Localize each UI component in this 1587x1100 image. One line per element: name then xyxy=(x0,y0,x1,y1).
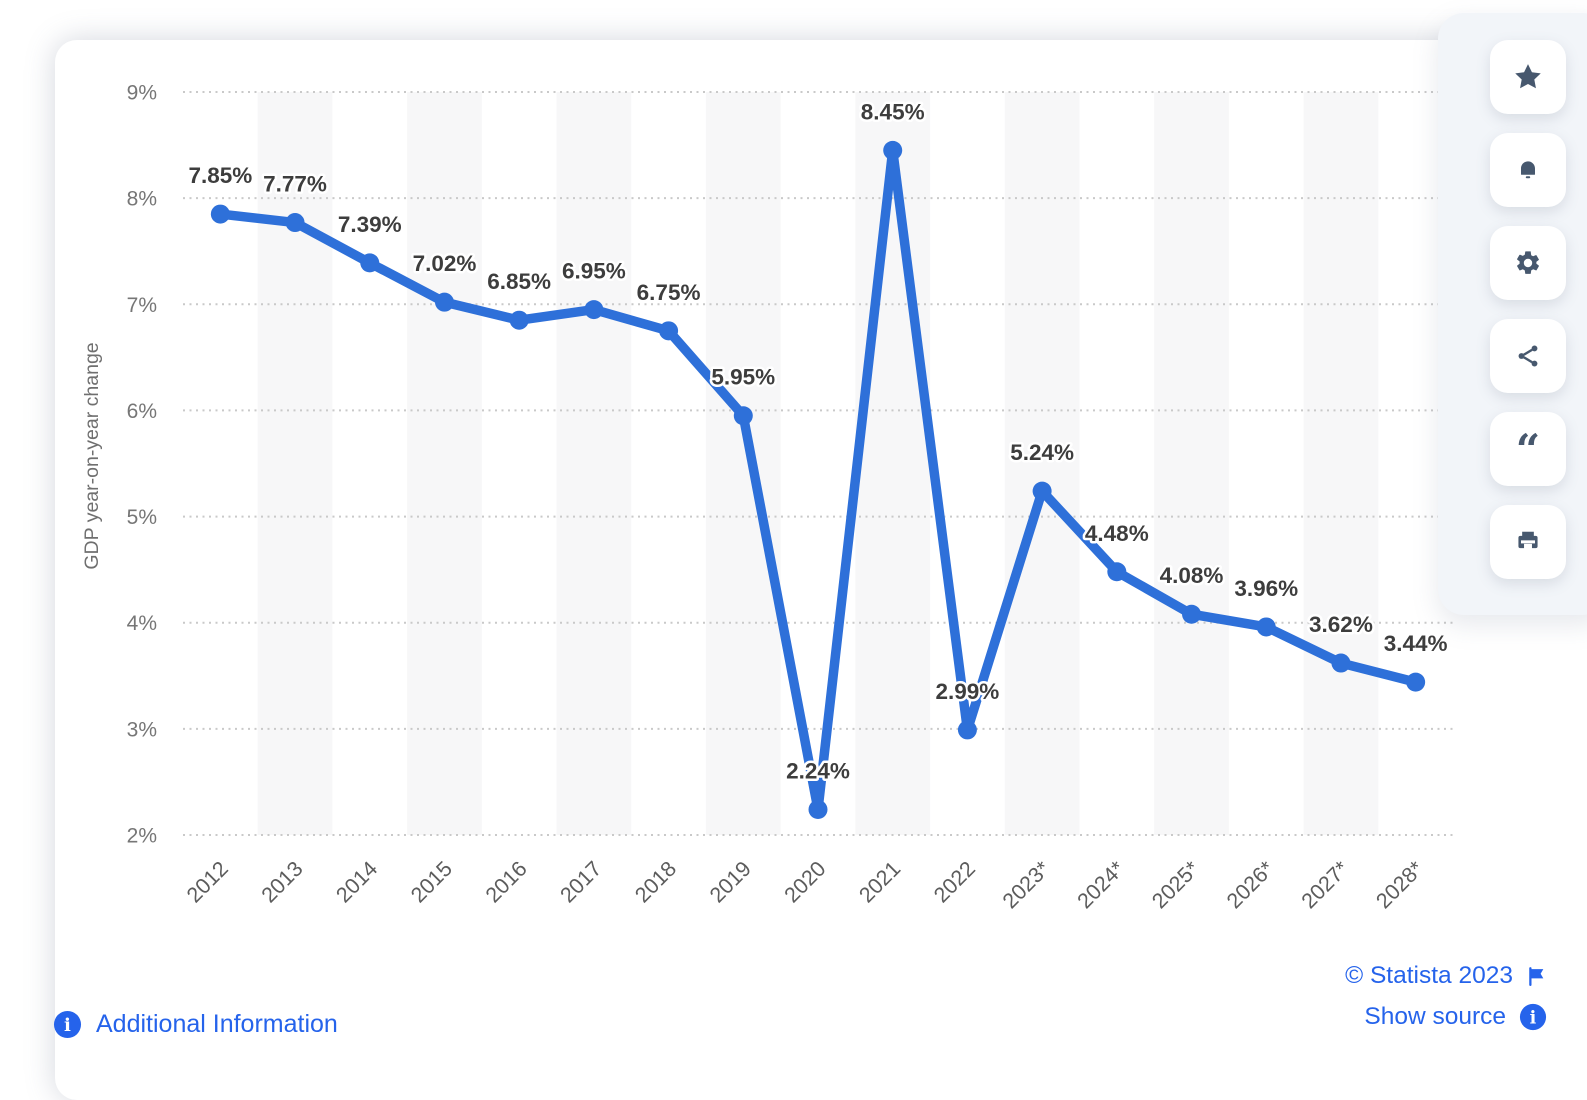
copyright-label[interactable]: © Statista 2023 xyxy=(1345,962,1513,989)
statista-copyright: © Statista 2023 xyxy=(1345,962,1547,990)
column-band-2015 xyxy=(407,92,482,835)
footer-right: © Statista 2023 Show source i xyxy=(1345,962,1547,1031)
x-tick-label-2024*: 2024* xyxy=(1073,856,1130,913)
y-tick-label-6pct: 6% xyxy=(127,400,157,423)
column-band-2017 xyxy=(556,92,632,835)
x-tick-label-2014: 2014 xyxy=(331,857,382,908)
data-point-2017[interactable] xyxy=(584,300,604,320)
data-point-2021[interactable] xyxy=(883,140,903,160)
data-label-2015: 7.02% xyxy=(413,251,477,276)
data-point-2026*[interactable] xyxy=(1256,617,1276,637)
x-tick-label-2020: 2020 xyxy=(780,857,831,908)
x-tick-label-2015: 2015 xyxy=(406,857,457,908)
data-label-2014: 7.39% xyxy=(338,212,402,237)
x-tick-label-2016: 2016 xyxy=(481,857,532,908)
data-point-2022[interactable] xyxy=(957,720,977,740)
column-band-2019 xyxy=(705,92,781,835)
gear-icon xyxy=(1517,251,1539,274)
x-tick-label-2022: 2022 xyxy=(929,857,980,908)
trend-line xyxy=(215,145,1421,815)
data-point-2013[interactable] xyxy=(285,213,305,233)
x-tick-label-2026*: 2026* xyxy=(1222,856,1279,913)
x-tick-label-2028*: 2028* xyxy=(1371,856,1428,913)
data-label-2022: 2.99% xyxy=(936,679,1000,704)
data-point-2024*[interactable] xyxy=(1107,562,1127,582)
notifications-button[interactable] xyxy=(1490,133,1566,207)
print-button[interactable] xyxy=(1490,505,1566,579)
data-point-2014[interactable] xyxy=(360,253,380,273)
data-point-2016[interactable] xyxy=(509,310,529,330)
y-tick-label-4pct: 4% xyxy=(127,612,157,635)
star-icon xyxy=(1515,64,1541,89)
data-label-2016: 6.85% xyxy=(487,269,551,294)
data-label-2017: 6.95% xyxy=(562,259,626,284)
column-band-2025* xyxy=(1154,92,1229,835)
data-label-2025*: 4.08% xyxy=(1160,563,1224,588)
printer-icon xyxy=(1518,531,1538,551)
column-band-2027* xyxy=(1303,92,1379,835)
gdp-line-chart: 9% 8% 7% 6% 5% 4% 3% 2% GDP year-on-year change 7… xyxy=(81,82,1453,913)
x-tick-label-2027*: 2027* xyxy=(1297,856,1354,913)
citation-button[interactable]: “ xyxy=(1490,412,1566,486)
show-source-label[interactable]: Show source xyxy=(1364,1003,1506,1030)
data-label-2013: 7.77% xyxy=(263,172,327,197)
y-tick-label-9pct: 9% xyxy=(127,82,157,105)
y-tick-label-5pct: 5% xyxy=(127,506,157,529)
toolbar-panel: “ xyxy=(1438,13,1587,615)
show-source-link[interactable]: Show source i xyxy=(1364,1003,1547,1031)
flag-icon[interactable] xyxy=(1526,965,1547,988)
x-tick-label-2013: 2013 xyxy=(257,857,308,908)
favorite-star-button[interactable] xyxy=(1490,40,1566,114)
x-tick-label-2025*: 2025* xyxy=(1147,856,1204,913)
data-label-2027*: 3.62% xyxy=(1309,612,1373,637)
x-tick-label-2018: 2018 xyxy=(630,857,681,908)
x-tick-label-2023*: 2023* xyxy=(998,856,1055,913)
data-point-2012[interactable] xyxy=(210,204,230,224)
data-label-2019: 5.95% xyxy=(711,365,775,390)
data-point-2018[interactable] xyxy=(659,321,679,341)
data-point-2028*[interactable] xyxy=(1406,672,1426,692)
data-label-2018: 6.75% xyxy=(637,280,701,305)
svg-text:i: i xyxy=(64,1015,71,1036)
data-point-2023*[interactable] xyxy=(1032,481,1052,501)
y-tick-label-3pct: 3% xyxy=(127,718,157,741)
y-tick-label-8pct: 8% xyxy=(127,188,157,211)
data-label-2026*: 3.96% xyxy=(1234,576,1298,601)
column-band-2023* xyxy=(1004,92,1080,835)
data-label-2024*: 4.48% xyxy=(1085,521,1149,546)
data-point-2015[interactable] xyxy=(434,292,454,312)
additional-information-link[interactable]: i Additional Information xyxy=(53,1010,338,1039)
info-icon[interactable]: i xyxy=(1519,1003,1547,1031)
svg-text:i: i xyxy=(1530,1008,1537,1028)
y-axis-title: GDP year-on-year change xyxy=(81,342,103,569)
data-label-2028*: 3.44% xyxy=(1384,631,1448,656)
data-label-2020: 2.24% xyxy=(786,759,850,784)
data-point-2020[interactable] xyxy=(808,800,828,820)
x-tick-label-2021: 2021 xyxy=(854,857,905,908)
data-label-2021: 8.45% xyxy=(861,99,925,124)
svg-text:“: “ xyxy=(1516,432,1540,466)
column-band-2013 xyxy=(257,92,333,835)
additional-information-label[interactable]: Additional Information xyxy=(96,1010,338,1038)
bell-icon xyxy=(1521,161,1535,179)
settings-button[interactable] xyxy=(1490,226,1566,300)
x-tick-label-2012: 2012 xyxy=(182,857,233,908)
data-label-2023*: 5.24% xyxy=(1010,440,1074,465)
y-tick-label-7pct: 7% xyxy=(127,294,157,317)
column-band-2021 xyxy=(855,92,931,835)
data-point-2025*[interactable] xyxy=(1182,604,1202,624)
x-tick-label-2017: 2017 xyxy=(556,857,607,908)
y-tick-label-2pct: 2% xyxy=(127,825,157,848)
share-nodes-icon xyxy=(1518,345,1538,367)
quote-icon: “ xyxy=(1516,432,1540,466)
data-point-2027*[interactable] xyxy=(1331,653,1351,673)
info-icon[interactable]: i xyxy=(53,1010,82,1039)
x-tick-label-2019: 2019 xyxy=(705,857,756,908)
data-point-2019[interactable] xyxy=(733,406,753,426)
data-label-2012: 7.85% xyxy=(188,163,252,188)
share-button[interactable] xyxy=(1490,319,1566,393)
